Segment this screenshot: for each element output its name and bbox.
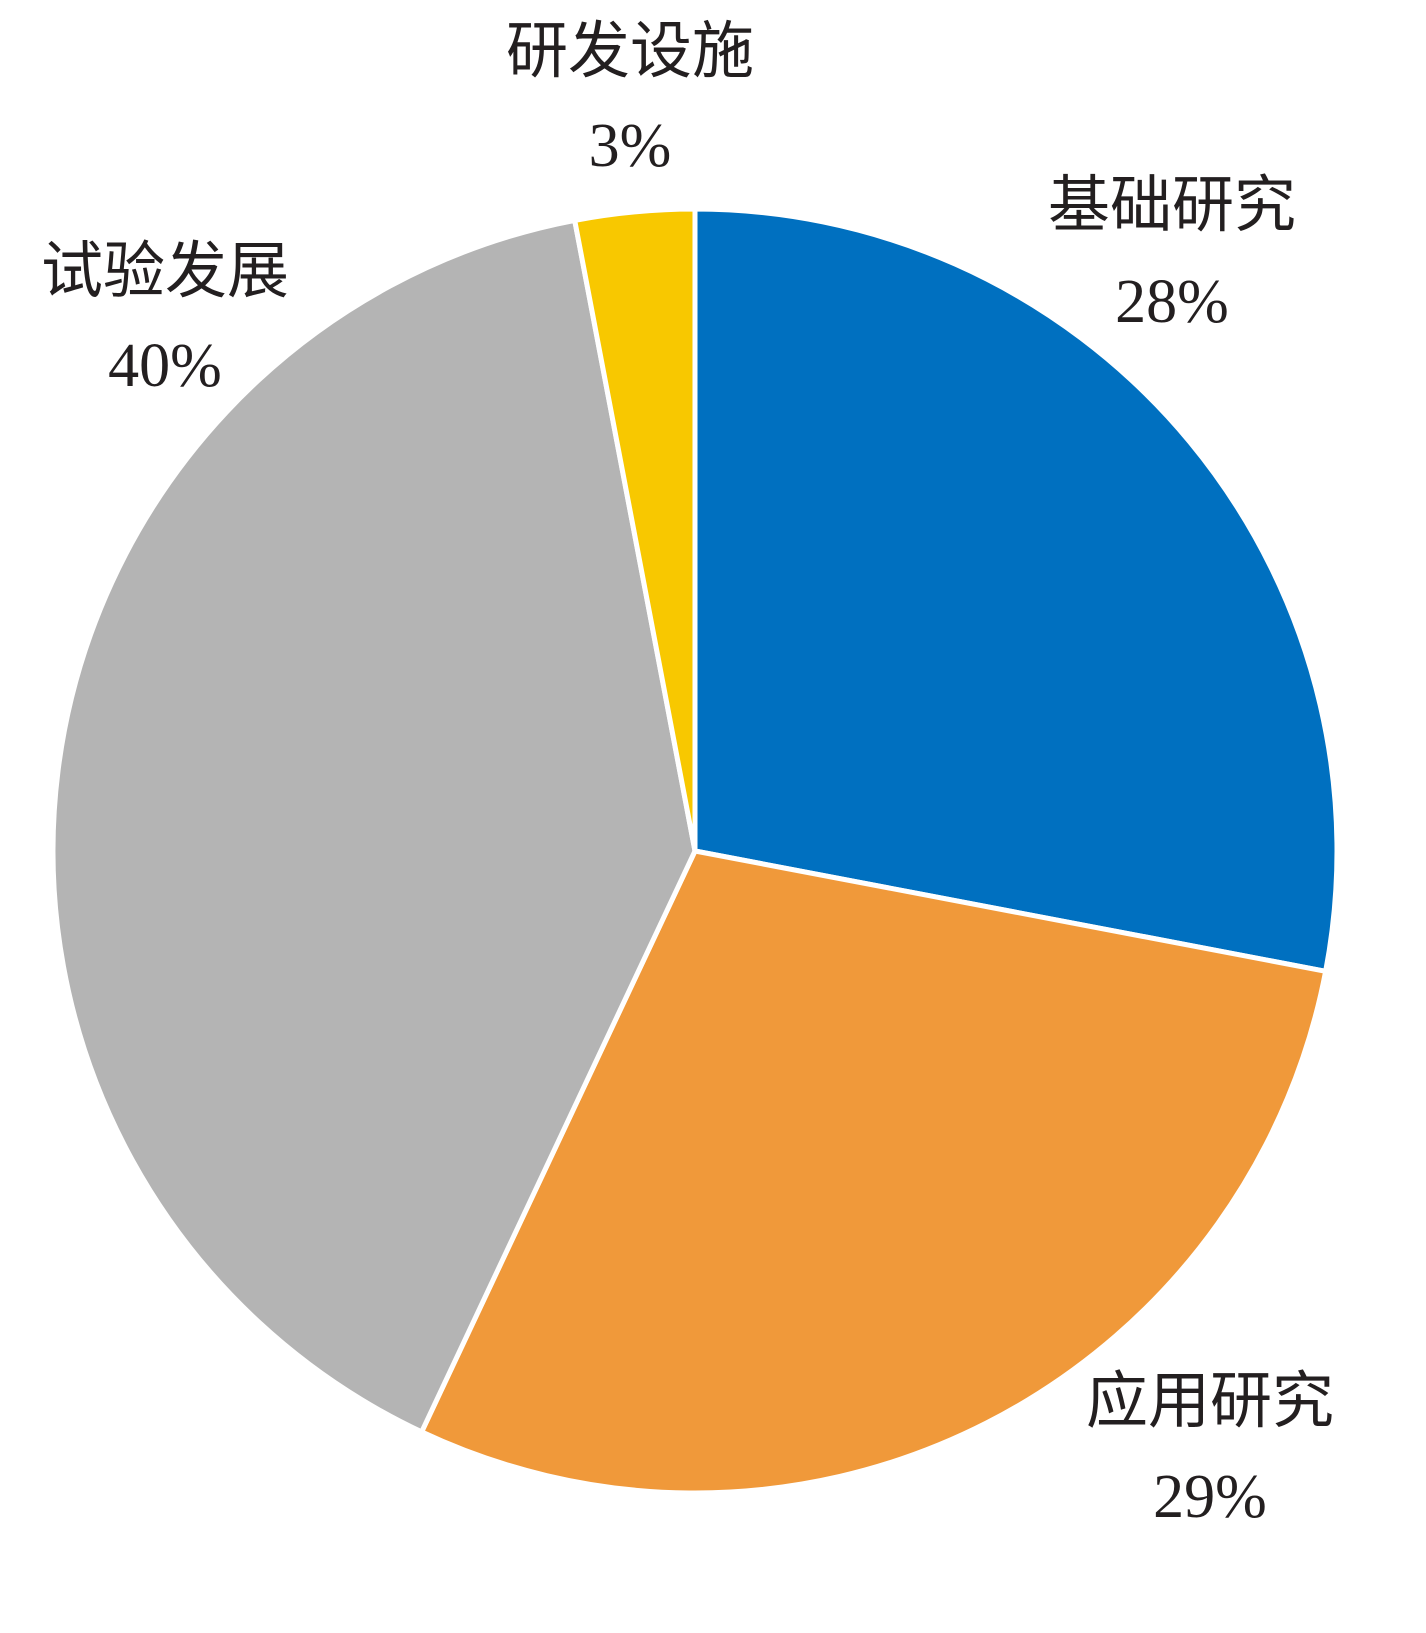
slice-label: 基础研究 xyxy=(1048,172,1296,240)
value-label: 28% xyxy=(1115,268,1229,336)
pie-slice xyxy=(692,206,1340,974)
pie-slice xyxy=(572,206,698,854)
pie-slice xyxy=(50,217,698,1435)
slice-label: 研发设施 xyxy=(506,18,754,86)
value-label: 29% xyxy=(1153,1463,1267,1531)
value-label: 40% xyxy=(108,332,222,400)
value-label: 3% xyxy=(589,112,672,180)
pie-slice xyxy=(419,848,1329,1496)
slice-label: 应用研究 xyxy=(1086,1368,1334,1436)
slice-label: 试验发展 xyxy=(41,238,289,306)
